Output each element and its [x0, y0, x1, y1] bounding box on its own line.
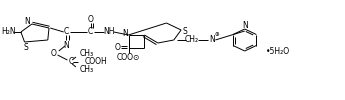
Text: N: N — [242, 22, 248, 30]
Text: CH₂: CH₂ — [185, 36, 199, 44]
Text: •5H₂O: •5H₂O — [266, 48, 290, 56]
Text: CH₃: CH₃ — [80, 50, 94, 58]
Text: C: C — [68, 57, 73, 66]
Text: S: S — [23, 42, 28, 52]
Text: N: N — [209, 36, 215, 44]
Text: COO⊙: COO⊙ — [117, 54, 140, 62]
Text: NH: NH — [103, 26, 115, 36]
Text: COOH: COOH — [85, 57, 107, 66]
Text: N: N — [24, 16, 30, 26]
Text: N: N — [122, 28, 128, 38]
Text: O: O — [88, 14, 93, 24]
Text: H₂N: H₂N — [1, 28, 16, 36]
Text: N: N — [63, 40, 69, 50]
Text: S: S — [183, 28, 187, 36]
Text: C: C — [88, 26, 93, 36]
Text: CH₃: CH₃ — [80, 66, 94, 74]
Text: C: C — [63, 26, 69, 36]
Text: O: O — [115, 44, 120, 52]
Text: ⊕: ⊕ — [214, 32, 219, 38]
Text: O: O — [51, 48, 57, 58]
